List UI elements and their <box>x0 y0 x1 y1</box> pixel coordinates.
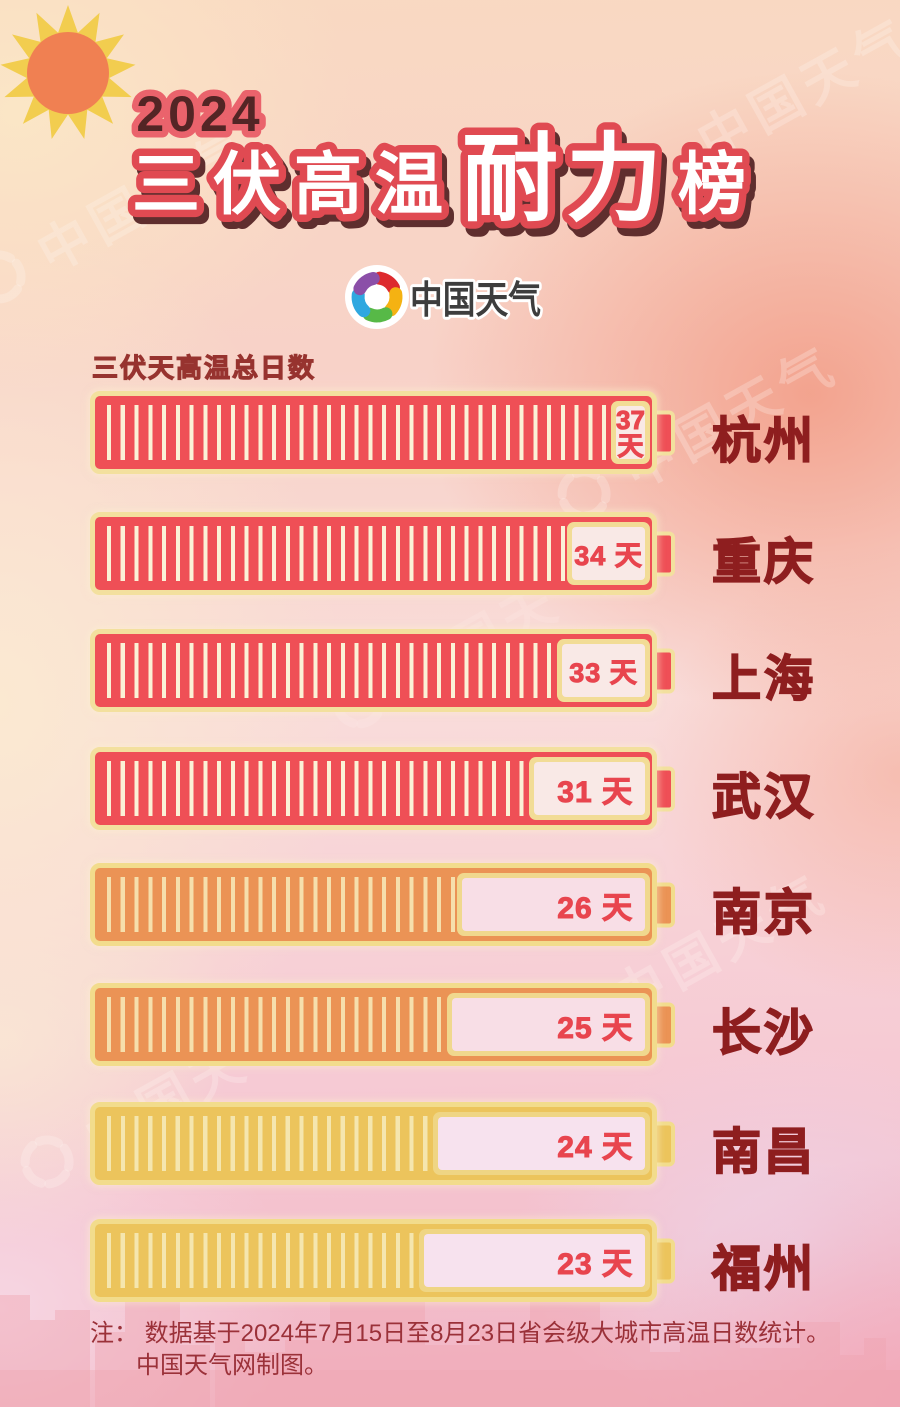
svg-text:中国天气: 中国天气 <box>410 280 541 322</box>
svg-text:2024: 2024 <box>136 86 263 142</box>
svg-text:耐力: 耐力 <box>462 126 670 233</box>
svg-text:榜: 榜 <box>683 154 751 230</box>
svg-text:榜: 榜 <box>678 147 746 223</box>
svg-text:三伏高温: 三伏高温 <box>137 154 461 230</box>
svg-text:耐力: 耐力 <box>467 134 675 241</box>
svg-text:三伏高温: 三伏高温 <box>132 147 456 223</box>
